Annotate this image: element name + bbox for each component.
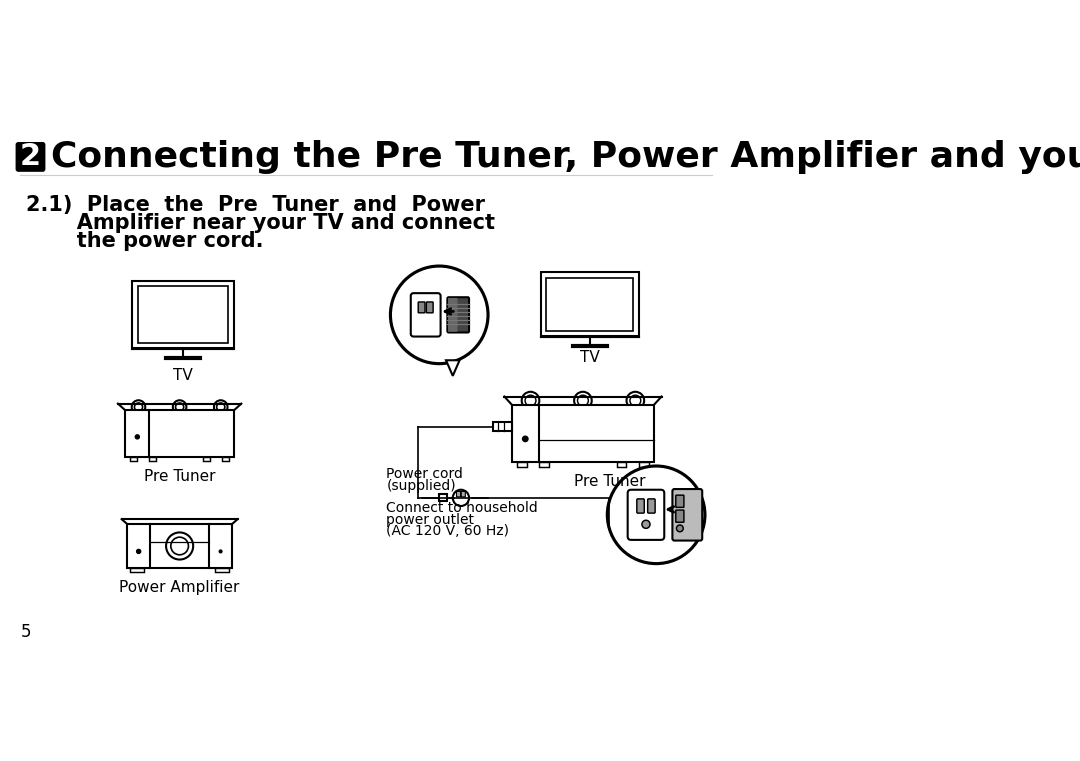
FancyBboxPatch shape bbox=[447, 298, 469, 333]
FancyBboxPatch shape bbox=[418, 302, 426, 313]
FancyBboxPatch shape bbox=[639, 462, 649, 467]
Circle shape bbox=[134, 403, 143, 411]
FancyBboxPatch shape bbox=[427, 302, 433, 313]
FancyBboxPatch shape bbox=[127, 524, 232, 568]
Circle shape bbox=[453, 490, 469, 506]
Text: Pre Tuner: Pre Tuner bbox=[144, 469, 215, 484]
FancyBboxPatch shape bbox=[637, 499, 645, 513]
Circle shape bbox=[217, 403, 225, 411]
Circle shape bbox=[176, 403, 184, 411]
Circle shape bbox=[214, 400, 228, 414]
FancyBboxPatch shape bbox=[492, 422, 512, 431]
Circle shape bbox=[522, 392, 539, 409]
Text: the power cord.: the power cord. bbox=[26, 231, 264, 251]
FancyBboxPatch shape bbox=[222, 457, 229, 460]
FancyBboxPatch shape bbox=[448, 298, 458, 332]
Circle shape bbox=[630, 395, 640, 406]
FancyBboxPatch shape bbox=[540, 462, 549, 467]
Polygon shape bbox=[446, 360, 460, 376]
Text: 5: 5 bbox=[21, 623, 31, 642]
FancyBboxPatch shape bbox=[512, 405, 654, 462]
Text: power outlet: power outlet bbox=[387, 513, 474, 527]
FancyBboxPatch shape bbox=[627, 490, 664, 540]
FancyBboxPatch shape bbox=[676, 495, 684, 508]
FancyBboxPatch shape bbox=[457, 492, 460, 497]
FancyBboxPatch shape bbox=[215, 568, 229, 572]
Circle shape bbox=[132, 400, 146, 414]
FancyBboxPatch shape bbox=[132, 281, 234, 349]
FancyBboxPatch shape bbox=[137, 286, 229, 343]
Circle shape bbox=[166, 533, 193, 559]
Circle shape bbox=[575, 392, 592, 409]
Text: TV: TV bbox=[580, 350, 599, 365]
Text: 2.1)  Place  the  Pre  Tuner  and  Power: 2.1) Place the Pre Tuner and Power bbox=[26, 195, 485, 215]
Circle shape bbox=[171, 537, 188, 555]
Circle shape bbox=[607, 466, 705, 564]
FancyBboxPatch shape bbox=[438, 495, 447, 501]
Circle shape bbox=[391, 266, 488, 364]
Circle shape bbox=[642, 521, 650, 528]
Text: Connect to household: Connect to household bbox=[387, 501, 538, 515]
Circle shape bbox=[626, 392, 644, 409]
FancyBboxPatch shape bbox=[410, 293, 441, 336]
Text: (supplied): (supplied) bbox=[387, 479, 456, 493]
Text: 2: 2 bbox=[19, 142, 41, 171]
Text: Amplifier near your TV and connect: Amplifier near your TV and connect bbox=[26, 213, 495, 233]
FancyBboxPatch shape bbox=[546, 278, 634, 332]
FancyBboxPatch shape bbox=[131, 568, 144, 572]
Circle shape bbox=[136, 549, 140, 553]
FancyBboxPatch shape bbox=[15, 142, 45, 172]
Circle shape bbox=[219, 550, 222, 552]
FancyBboxPatch shape bbox=[676, 510, 684, 522]
Text: Pre Tuner: Pre Tuner bbox=[575, 474, 646, 489]
Text: Power cord: Power cord bbox=[387, 467, 463, 482]
Circle shape bbox=[578, 395, 589, 406]
Text: Connecting the Pre Tuner, Power Amplifier and your TV: Connecting the Pre Tuner, Power Amplifie… bbox=[51, 140, 1080, 174]
FancyBboxPatch shape bbox=[461, 492, 465, 497]
FancyBboxPatch shape bbox=[203, 457, 210, 460]
Circle shape bbox=[676, 525, 684, 532]
FancyBboxPatch shape bbox=[131, 457, 137, 460]
FancyBboxPatch shape bbox=[617, 462, 626, 467]
Circle shape bbox=[523, 436, 528, 441]
FancyBboxPatch shape bbox=[648, 499, 656, 513]
Circle shape bbox=[135, 435, 139, 439]
FancyBboxPatch shape bbox=[517, 462, 527, 467]
Text: TV: TV bbox=[173, 368, 193, 383]
FancyBboxPatch shape bbox=[541, 272, 639, 337]
Circle shape bbox=[525, 395, 536, 406]
Circle shape bbox=[173, 400, 187, 414]
FancyBboxPatch shape bbox=[673, 489, 702, 540]
FancyBboxPatch shape bbox=[149, 457, 156, 460]
Text: Power Amplifier: Power Amplifier bbox=[120, 580, 240, 595]
Text: (AC 120 V, 60 Hz): (AC 120 V, 60 Hz) bbox=[387, 524, 510, 538]
FancyBboxPatch shape bbox=[125, 410, 234, 457]
